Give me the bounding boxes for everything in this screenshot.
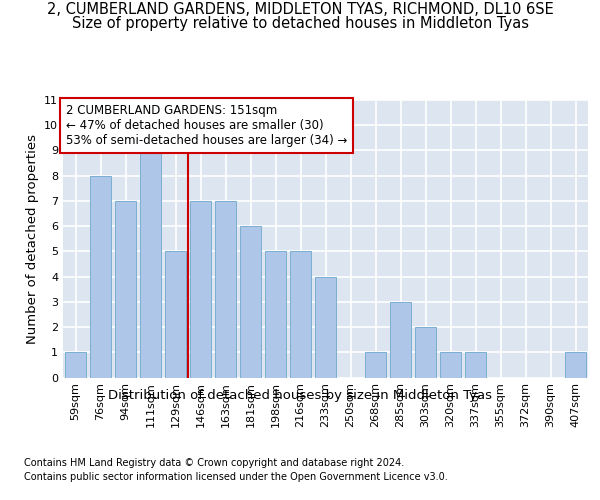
Bar bbox=[465, 352, 486, 378]
Bar bbox=[65, 352, 86, 378]
Bar bbox=[165, 252, 186, 378]
Text: 2 CUMBERLAND GARDENS: 151sqm
← 47% of detached houses are smaller (30)
53% of se: 2 CUMBERLAND GARDENS: 151sqm ← 47% of de… bbox=[65, 104, 347, 147]
Bar bbox=[240, 226, 261, 378]
Bar bbox=[290, 252, 311, 378]
Bar bbox=[265, 252, 286, 378]
Bar bbox=[565, 352, 586, 378]
Bar bbox=[115, 201, 136, 378]
Text: 2, CUMBERLAND GARDENS, MIDDLETON TYAS, RICHMOND, DL10 6SE: 2, CUMBERLAND GARDENS, MIDDLETON TYAS, R… bbox=[47, 2, 553, 18]
Bar bbox=[390, 302, 411, 378]
Text: Contains public sector information licensed under the Open Government Licence v3: Contains public sector information licen… bbox=[24, 472, 448, 482]
Text: Size of property relative to detached houses in Middleton Tyas: Size of property relative to detached ho… bbox=[71, 16, 529, 31]
Bar bbox=[140, 150, 161, 378]
Bar bbox=[215, 201, 236, 378]
Bar bbox=[190, 201, 211, 378]
Text: Contains HM Land Registry data © Crown copyright and database right 2024.: Contains HM Land Registry data © Crown c… bbox=[24, 458, 404, 468]
Y-axis label: Number of detached properties: Number of detached properties bbox=[26, 134, 38, 344]
Text: Distribution of detached houses by size in Middleton Tyas: Distribution of detached houses by size … bbox=[108, 389, 492, 402]
Bar bbox=[315, 276, 336, 378]
Bar bbox=[90, 176, 111, 378]
Bar bbox=[415, 327, 436, 378]
Bar bbox=[440, 352, 461, 378]
Bar bbox=[365, 352, 386, 378]
